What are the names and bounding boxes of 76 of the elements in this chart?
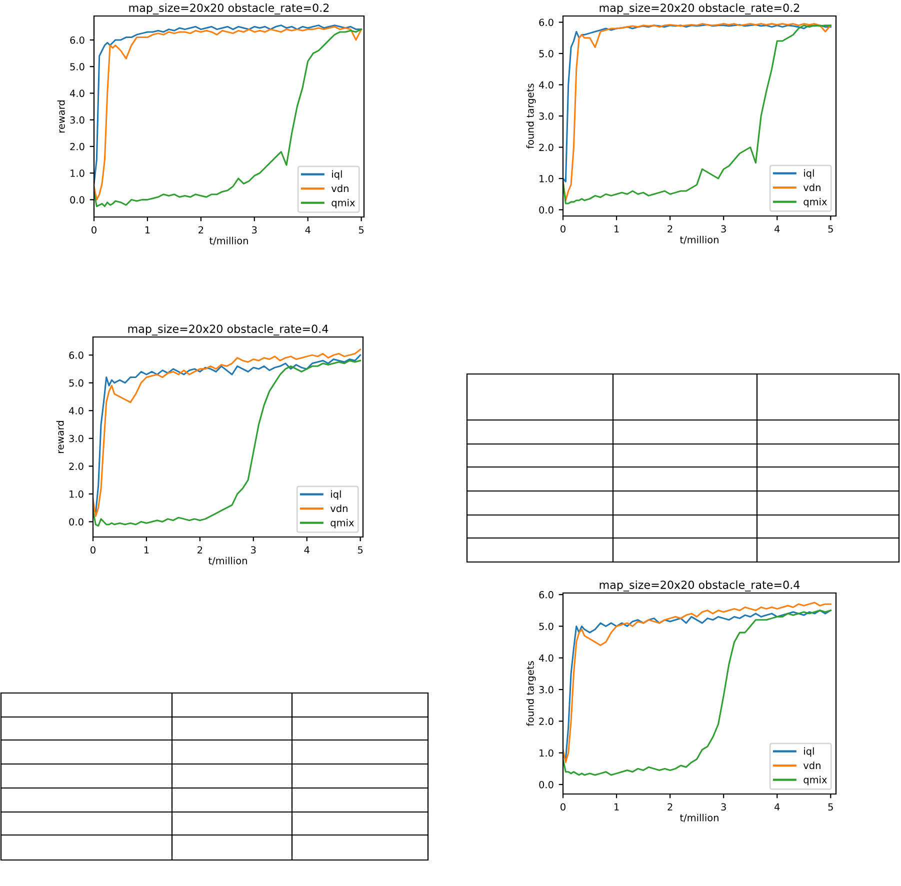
y-tick-label: 1.0 bbox=[540, 749, 554, 757]
legend-label: vdn bbox=[330, 504, 348, 512]
y-tick-label: 0.0 bbox=[539, 780, 554, 788]
y-tick-label: 3.0 bbox=[69, 434, 84, 442]
x-tick-label: 5 bbox=[828, 803, 833, 811]
y-tick-label: 4.0 bbox=[538, 81, 554, 89]
legend-label: vdn bbox=[803, 762, 820, 770]
legend-label: vdn bbox=[331, 184, 348, 192]
x-tick-label: 2 bbox=[198, 546, 202, 554]
y-tick-label: 6.0 bbox=[69, 352, 84, 359]
x-axis-title: t/million bbox=[208, 556, 247, 566]
y-tick-label: 6.0 bbox=[70, 36, 84, 44]
x-tick-label: 5 bbox=[358, 226, 364, 234]
x-tick-label: 5 bbox=[828, 225, 833, 233]
x-tick-label: 4 bbox=[304, 546, 310, 554]
y-tick-label: 3.0 bbox=[70, 116, 84, 124]
chart-title: map_size=20x20 obstacle_rate=0.2 bbox=[129, 3, 329, 14]
y-tick-label: 2.0 bbox=[539, 718, 554, 726]
legend-label: iql bbox=[332, 170, 342, 180]
x-tick-label: 3 bbox=[721, 803, 726, 811]
x-axis-title: t/million bbox=[680, 814, 718, 822]
y-tick-label: 6.0 bbox=[539, 591, 554, 598]
y-tick-label: 3.0 bbox=[539, 686, 554, 694]
y-tick-label: 1.0 bbox=[70, 170, 84, 177]
y-tick-label: 0.0 bbox=[69, 518, 84, 526]
x-tick-label: 5 bbox=[358, 546, 363, 554]
y-axis-title: reward bbox=[56, 421, 64, 453]
y-tick-label: 5.0 bbox=[69, 379, 84, 387]
y-tick-label: 0.0 bbox=[539, 206, 554, 214]
y-tick-label: 5.0 bbox=[539, 50, 554, 58]
x-tick-label: 4 bbox=[774, 225, 780, 232]
x-tick-label: 3 bbox=[252, 226, 257, 234]
x-tick-label: 0 bbox=[90, 546, 96, 554]
y-tick-label: 4.0 bbox=[70, 90, 84, 98]
x-tick-label: 1 bbox=[145, 226, 150, 234]
y-axis-title: found targets bbox=[526, 661, 536, 726]
x-tick-label: 2 bbox=[668, 225, 672, 232]
x-tick-label: 2 bbox=[668, 803, 672, 810]
x-tick-label: 4 bbox=[774, 803, 780, 810]
y-axis-title: found targets bbox=[526, 84, 536, 149]
y-tick-label: 3.0 bbox=[539, 112, 554, 120]
y-tick-label: 0.0 bbox=[70, 196, 84, 204]
y-tick-label: 2.0 bbox=[70, 142, 84, 150]
legend-label: qmix bbox=[332, 198, 355, 208]
legend-label: iql bbox=[804, 169, 814, 179]
x-axis-title: t/million bbox=[680, 236, 718, 244]
y-axis-title: reward bbox=[57, 100, 65, 132]
y-tick-label: 2.0 bbox=[69, 462, 84, 470]
chart-title: map_size=20x20 obstacle_rate=0.4 bbox=[600, 580, 800, 592]
x-tick-label: 4 bbox=[305, 226, 310, 234]
x-tick-label: 1 bbox=[614, 225, 619, 232]
legend-label: qmix bbox=[804, 776, 827, 786]
chart-title: map_size=20x20 obstacle_rate=0.4 bbox=[128, 324, 328, 336]
x-tick-label: 0 bbox=[560, 225, 566, 233]
x-tick-label: 1 bbox=[614, 803, 619, 810]
legend-label: iql bbox=[331, 490, 341, 500]
y-tick-label: 2.0 bbox=[539, 144, 554, 152]
y-tick-label: 1.0 bbox=[70, 490, 84, 498]
legend-label: iql bbox=[804, 747, 814, 757]
y-tick-label: 4.0 bbox=[538, 654, 554, 662]
y-tick-label: 5.0 bbox=[539, 622, 554, 630]
y-tick-label: 6.0 bbox=[539, 18, 554, 26]
y-tick-label: 4.0 bbox=[68, 407, 84, 414]
x-tick-label: 2 bbox=[198, 226, 204, 234]
x-tick-label: 3 bbox=[721, 225, 726, 233]
legend-label: qmix bbox=[804, 198, 827, 208]
x-tick-label: 1 bbox=[144, 546, 149, 554]
chart-title: map_size=20x20 obstacle_rate=0.2 bbox=[600, 3, 800, 14]
x-tick-label: 0 bbox=[92, 226, 96, 234]
y-tick-label: 1.0 bbox=[540, 174, 554, 182]
legend-label: vdn bbox=[803, 184, 820, 192]
x-tick-label: 0 bbox=[560, 803, 566, 811]
y-tick-label: 5.0 bbox=[70, 63, 84, 70]
x-axis-title: t/million bbox=[210, 236, 248, 246]
legend-label: qmix bbox=[330, 518, 354, 528]
x-tick-label: 3 bbox=[251, 546, 256, 554]
